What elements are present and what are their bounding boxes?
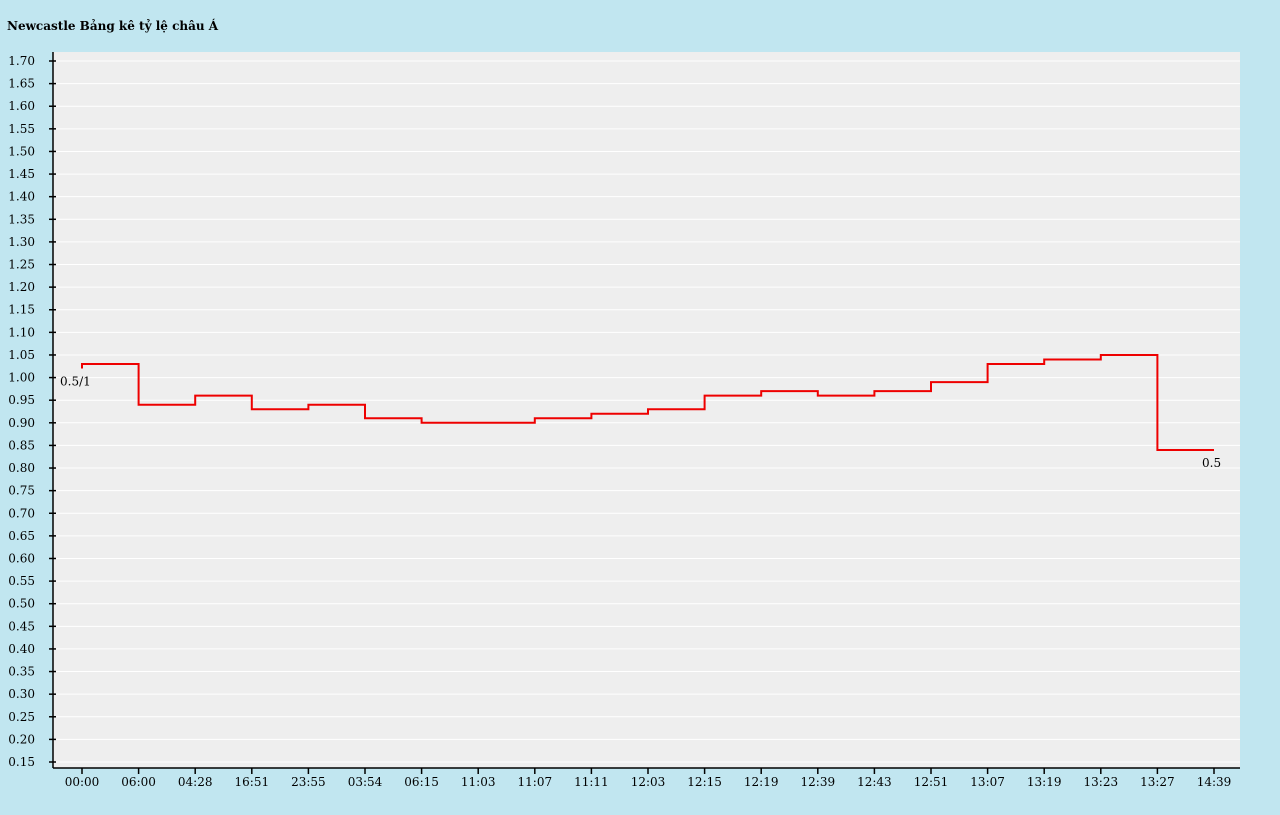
plot-background [53, 52, 1240, 768]
y-tick-label: 1.30 [8, 235, 35, 249]
y-tick-label: 1.00 [8, 371, 35, 385]
y-tick-label: 1.10 [8, 325, 35, 339]
y-tick-label: 1.15 [8, 303, 35, 317]
x-tick-label: 13:19 [1027, 775, 1062, 789]
y-tick-label: 1.65 [8, 77, 35, 91]
y-tick-label: 0.60 [8, 551, 35, 565]
y-tick-label: 1.50 [8, 144, 35, 158]
y-tick-label: 1.20 [8, 280, 35, 294]
x-tick-label: 03:54 [348, 775, 383, 789]
x-tick-label: 06:00 [121, 775, 156, 789]
x-tick-label: 13:07 [970, 775, 1005, 789]
y-tick-label: 0.90 [8, 416, 35, 430]
annotation-label: 0.5/1 [60, 375, 91, 389]
x-tick-label: 12:15 [687, 775, 722, 789]
x-tick-label: 11:07 [518, 775, 553, 789]
x-tick-label: 00:00 [65, 775, 100, 789]
series-line [81, 353, 1214, 451]
x-tick-label: 23:55 [291, 775, 326, 789]
y-tick-label: 1.35 [8, 212, 35, 226]
x-tick-label: 12:39 [801, 775, 836, 789]
y-tick-label: 1.55 [8, 122, 35, 136]
y-tick-label: 0.25 [8, 710, 35, 724]
y-tick-label: 0.95 [8, 393, 35, 407]
y-tick-label: 0.50 [8, 597, 35, 611]
x-tick-label: 12:43 [857, 775, 892, 789]
chart-title: Newcastle Bảng kê tỷ lệ châu Á [7, 19, 219, 33]
y-tick-label: 1.60 [8, 99, 35, 113]
x-tick-label: 11:11 [574, 775, 609, 789]
x-tick-label: 11:03 [461, 775, 496, 789]
y-tick-label: 1.40 [8, 190, 35, 204]
y-tick-label: 1.25 [8, 258, 35, 272]
x-tick-label: 06:15 [404, 775, 439, 789]
y-tick-label: 0.35 [8, 665, 35, 679]
x-tick-label: 13:23 [1084, 775, 1119, 789]
y-tick-label: 1.45 [8, 167, 35, 181]
y-tick-label: 0.65 [8, 529, 35, 543]
x-tick-label: 16:51 [235, 775, 270, 789]
y-tick-label: 0.30 [8, 687, 35, 701]
x-tick-label: 04:28 [178, 775, 213, 789]
x-tick-label: 12:51 [914, 775, 949, 789]
y-tick-label: 0.55 [8, 574, 35, 588]
y-tick-label: 0.70 [8, 506, 35, 520]
y-tick-label: 0.85 [8, 438, 35, 452]
y-tick-label: 0.45 [8, 619, 35, 633]
y-tick-label: 0.75 [8, 484, 35, 498]
annotation-label: 0.5 [1202, 456, 1221, 470]
y-tick-label: 1.70 [8, 54, 35, 68]
x-tick-label: 13:27 [1140, 775, 1175, 789]
y-tick-label: 0.40 [8, 642, 35, 656]
y-tick-label: 0.80 [8, 461, 35, 475]
y-tick-label: 1.05 [8, 348, 35, 362]
y-tick-label: 0.20 [8, 732, 35, 746]
x-tick-label: 12:19 [744, 775, 779, 789]
y-tick-label: 0.15 [8, 755, 35, 769]
x-tick-label: 14:39 [1197, 775, 1232, 789]
x-tick-label: 12:03 [631, 775, 666, 789]
